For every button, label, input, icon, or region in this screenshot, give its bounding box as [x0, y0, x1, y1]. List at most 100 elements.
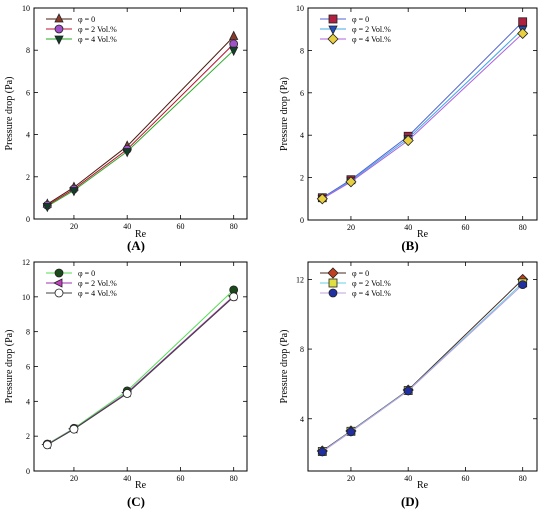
data-point [346, 427, 356, 437]
data-point [229, 46, 239, 57]
y-tick-label: 10 [22, 293, 30, 302]
series-line [322, 284, 524, 453]
x-tick-label: 60 [176, 474, 184, 483]
series-line [47, 49, 235, 207]
legend-label: φ = 0 [352, 269, 369, 278]
data-point [69, 187, 79, 197]
y-tick-label: 0 [26, 215, 30, 224]
legend-label: φ = 4 Vol.% [352, 35, 391, 44]
data-point [229, 292, 239, 302]
series [317, 280, 528, 457]
x-tick-label: 20 [70, 474, 78, 483]
series-line [322, 28, 524, 199]
chart-panel: 20 40 60 80 0 2 4 6 8 10 Re Pressure drop (Pa) (B) φ … [279, 4, 538, 253]
y-tick-label: 8 [26, 46, 30, 55]
data-point [122, 148, 132, 158]
x-tick-label: 20 [347, 474, 355, 483]
series-line [322, 279, 524, 452]
panel-label: (D) [401, 494, 419, 509]
x-axis-label: Re [417, 480, 429, 491]
panel-label: (B) [401, 238, 418, 253]
data-point [518, 280, 528, 290]
data-point [229, 30, 239, 40]
legend-label: φ = 2 Vol.% [352, 279, 391, 288]
plot-frame [33, 7, 248, 220]
legend-label: φ = 2 Vol.% [352, 25, 391, 34]
series [42, 39, 239, 210]
y-tick-label: 4 [26, 131, 30, 140]
series-line [47, 36, 235, 205]
legend-marker [53, 278, 63, 288]
x-axis-label: Re [417, 229, 429, 240]
data-point [69, 424, 79, 434]
y-tick-label: 0 [26, 467, 30, 476]
series [42, 285, 239, 449]
x-tick-label: 80 [519, 223, 527, 232]
series-line [47, 295, 235, 445]
y-tick-label: 4 [300, 415, 304, 424]
legend-marker [54, 288, 64, 298]
x-axis-label: Re [135, 229, 147, 240]
y-tick-label: 8 [300, 345, 304, 354]
y-tick-label: 0 [300, 216, 304, 225]
data-point [42, 202, 52, 213]
data-point [517, 27, 529, 40]
legend-marker [328, 278, 338, 288]
x-tick-label: 60 [461, 474, 469, 483]
x-tick-label: 80 [230, 222, 238, 231]
y-axis-label: Pressure drop (Pa) [4, 77, 15, 151]
chart-panel: 20 40 60 80 4 8 12 Re Pressure drop (Pa) (D) φ = 0… [279, 261, 538, 509]
legend-label: φ = 2 Vol.% [78, 279, 117, 288]
series-line [47, 43, 235, 206]
plot-frame [307, 261, 538, 472]
legend-marker [328, 14, 338, 24]
legend-label: φ = 4 Vol.% [352, 289, 391, 298]
legend: φ = 0φ = 2 Vol.%φ = 4 Vol.% [46, 13, 117, 45]
y-axis-label: Pressure drop (Pa) [279, 330, 290, 404]
legend-marker [327, 267, 339, 279]
y-axis-label: Pressure drop (Pa) [4, 330, 15, 404]
chart-panel: 20 40 60 80 0 2 4 6 8 10 Re Pressure drop (Pa) (A) φ … [4, 4, 248, 253]
y-tick-label: 6 [26, 88, 30, 97]
y-tick-label: 2 [300, 174, 304, 183]
data-point [316, 193, 328, 205]
x-tick-label: 40 [404, 223, 412, 232]
data-point [345, 176, 357, 188]
x-tick-label: 40 [404, 474, 412, 483]
y-axis-label: Pressure drop (Pa) [279, 77, 290, 151]
chart-panel: 20 40 60 80 0 2 4 6 8 10 12 Re Pressure drop (Pa) (C)… [4, 258, 248, 509]
legend: φ = 0φ = 2 Vol.%φ = 4 Vol.% [46, 268, 117, 298]
legend-label: φ = 0 [352, 15, 369, 24]
legend: φ = 0φ = 2 Vol.%φ = 4 Vol.% [320, 14, 391, 45]
panel-label: (A) [127, 238, 145, 253]
data-point [229, 39, 239, 49]
series [42, 46, 239, 213]
legend-marker [54, 35, 64, 45]
data-point [518, 17, 528, 27]
series [42, 292, 239, 450]
plot-frame [307, 7, 538, 221]
x-tick-label: 20 [347, 223, 355, 232]
legend: φ = 0φ = 2 Vol.%φ = 4 Vol.% [320, 267, 391, 298]
data-point [402, 134, 414, 147]
data-point [42, 440, 52, 450]
series [42, 30, 239, 208]
data-point [403, 386, 413, 396]
x-axis-label: Re [135, 480, 147, 491]
x-tick-label: 40 [123, 222, 131, 231]
y-tick-label: 2 [26, 432, 30, 441]
series [317, 17, 528, 203]
legend-label: φ = 0 [78, 15, 95, 24]
x-tick-label: 60 [461, 223, 469, 232]
x-tick-label: 20 [70, 222, 78, 231]
y-tick-label: 10 [22, 4, 30, 13]
legend-marker [54, 24, 64, 34]
y-tick-label: 2 [26, 173, 30, 182]
data-point [317, 447, 327, 457]
y-tick-label: 8 [26, 328, 30, 337]
data-point [122, 389, 132, 398]
y-tick-label: 12 [22, 258, 30, 267]
legend-marker [328, 288, 338, 298]
x-tick-label: 80 [230, 474, 238, 483]
